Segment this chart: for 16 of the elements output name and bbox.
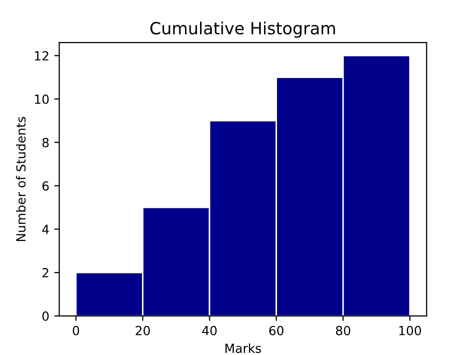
x-tick-label: 100 [399,326,421,336]
y-axis-title: Number of Students [16,116,26,242]
x-tick-label: 20 [136,326,150,336]
y-tick-label: 6 [42,181,49,191]
y-tick-label: 10 [34,94,49,104]
y-tick-label: 0 [42,311,49,321]
y-tick-label: 2 [42,268,48,278]
x-tick-label: 40 [202,326,217,336]
y-tick-label: 8 [42,138,49,148]
x-tick-label: 0 [72,326,80,336]
x-tick-label: 60 [269,326,284,336]
y-tick-label: 12 [34,51,48,60]
y-tick-label: 4 [42,224,49,234]
x-axis-title: Marks [225,343,261,353]
chart-title: Cumulative Histogram [150,22,335,38]
x-tick-label: 80 [336,326,350,336]
